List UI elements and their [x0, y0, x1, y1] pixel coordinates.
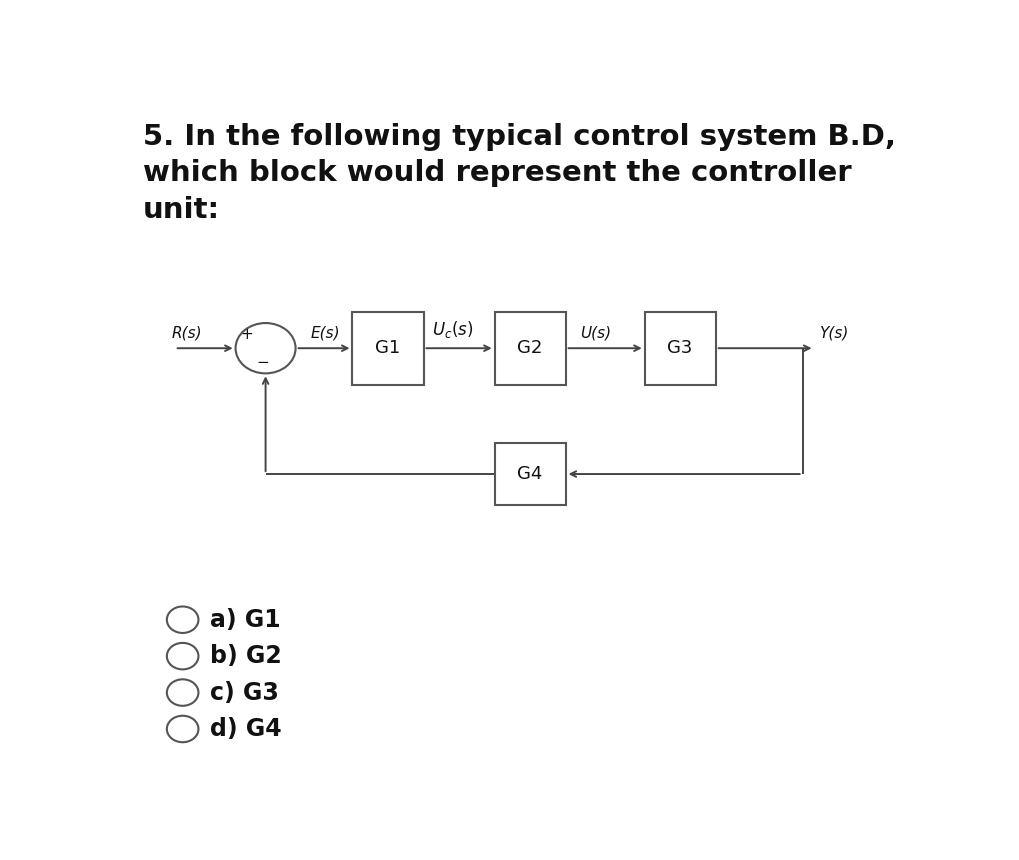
Text: a) G1: a) G1	[210, 608, 281, 632]
Circle shape	[167, 679, 199, 706]
Text: which block would represent the controller: which block would represent the controll…	[143, 159, 852, 187]
Circle shape	[167, 643, 199, 669]
Bar	[353, 312, 424, 384]
Text: G3: G3	[667, 339, 693, 357]
Text: −: −	[256, 354, 269, 370]
Text: 5. In the following typical control system B.D,: 5. In the following typical control syst…	[143, 123, 896, 151]
Bar	[494, 312, 566, 384]
Text: d) G4: d) G4	[210, 717, 282, 741]
Text: +: +	[240, 328, 253, 342]
Text: G2: G2	[518, 339, 543, 357]
Bar	[494, 443, 566, 506]
Text: Y(s): Y(s)	[819, 325, 849, 341]
Circle shape	[167, 716, 199, 742]
Circle shape	[167, 606, 199, 633]
Text: R(s): R(s)	[171, 325, 202, 341]
Text: G1: G1	[375, 339, 400, 357]
Text: E(s): E(s)	[311, 325, 340, 341]
Text: $U_c(s)$: $U_c(s)$	[432, 319, 474, 341]
Bar	[645, 312, 715, 384]
Circle shape	[235, 323, 296, 373]
Text: b) G2: b) G2	[210, 644, 282, 668]
Text: c) G3: c) G3	[210, 680, 279, 704]
Text: U(s): U(s)	[580, 325, 611, 341]
Text: G4: G4	[518, 465, 543, 483]
Text: unit:: unit:	[143, 196, 220, 224]
